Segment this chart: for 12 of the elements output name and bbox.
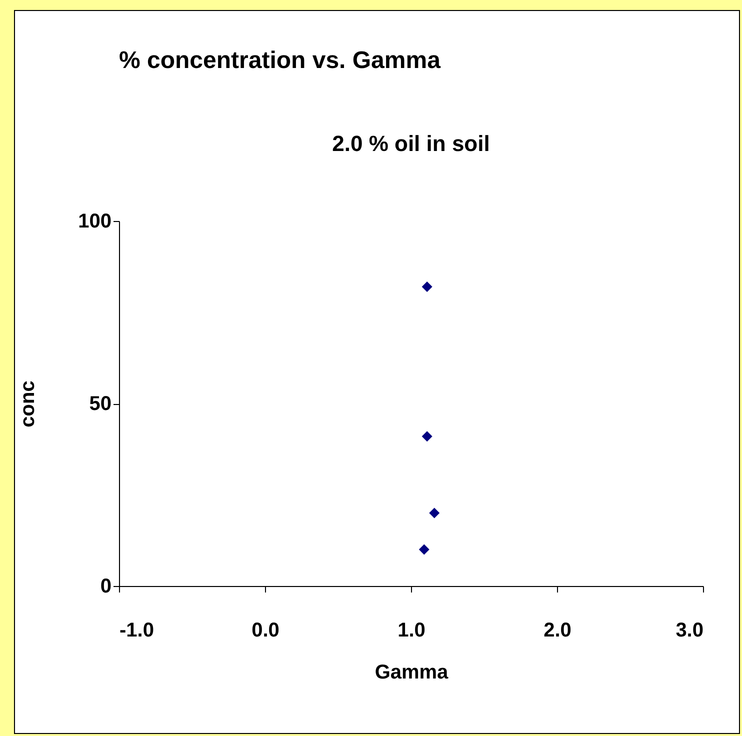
y-tick-label: 0 <box>100 576 112 598</box>
x-axis-title: Gamma <box>374 662 450 684</box>
x-tick-label: 1.0 <box>398 620 426 642</box>
y-tick-label: 50 <box>89 393 112 415</box>
x-tick-label: -1.0 <box>120 620 154 642</box>
x-tick-label: 0.0 <box>252 620 280 642</box>
y-tick-label: 100 <box>78 210 112 232</box>
chart-subtitle: 2.0 % oil in soil <box>332 131 490 156</box>
x-tick-label: 2.0 <box>544 620 572 642</box>
chart-title: % concentration vs. Gamma <box>119 47 440 75</box>
y-axis-title: conc <box>17 380 40 428</box>
x-tick-label: 3.0 <box>676 620 704 642</box>
